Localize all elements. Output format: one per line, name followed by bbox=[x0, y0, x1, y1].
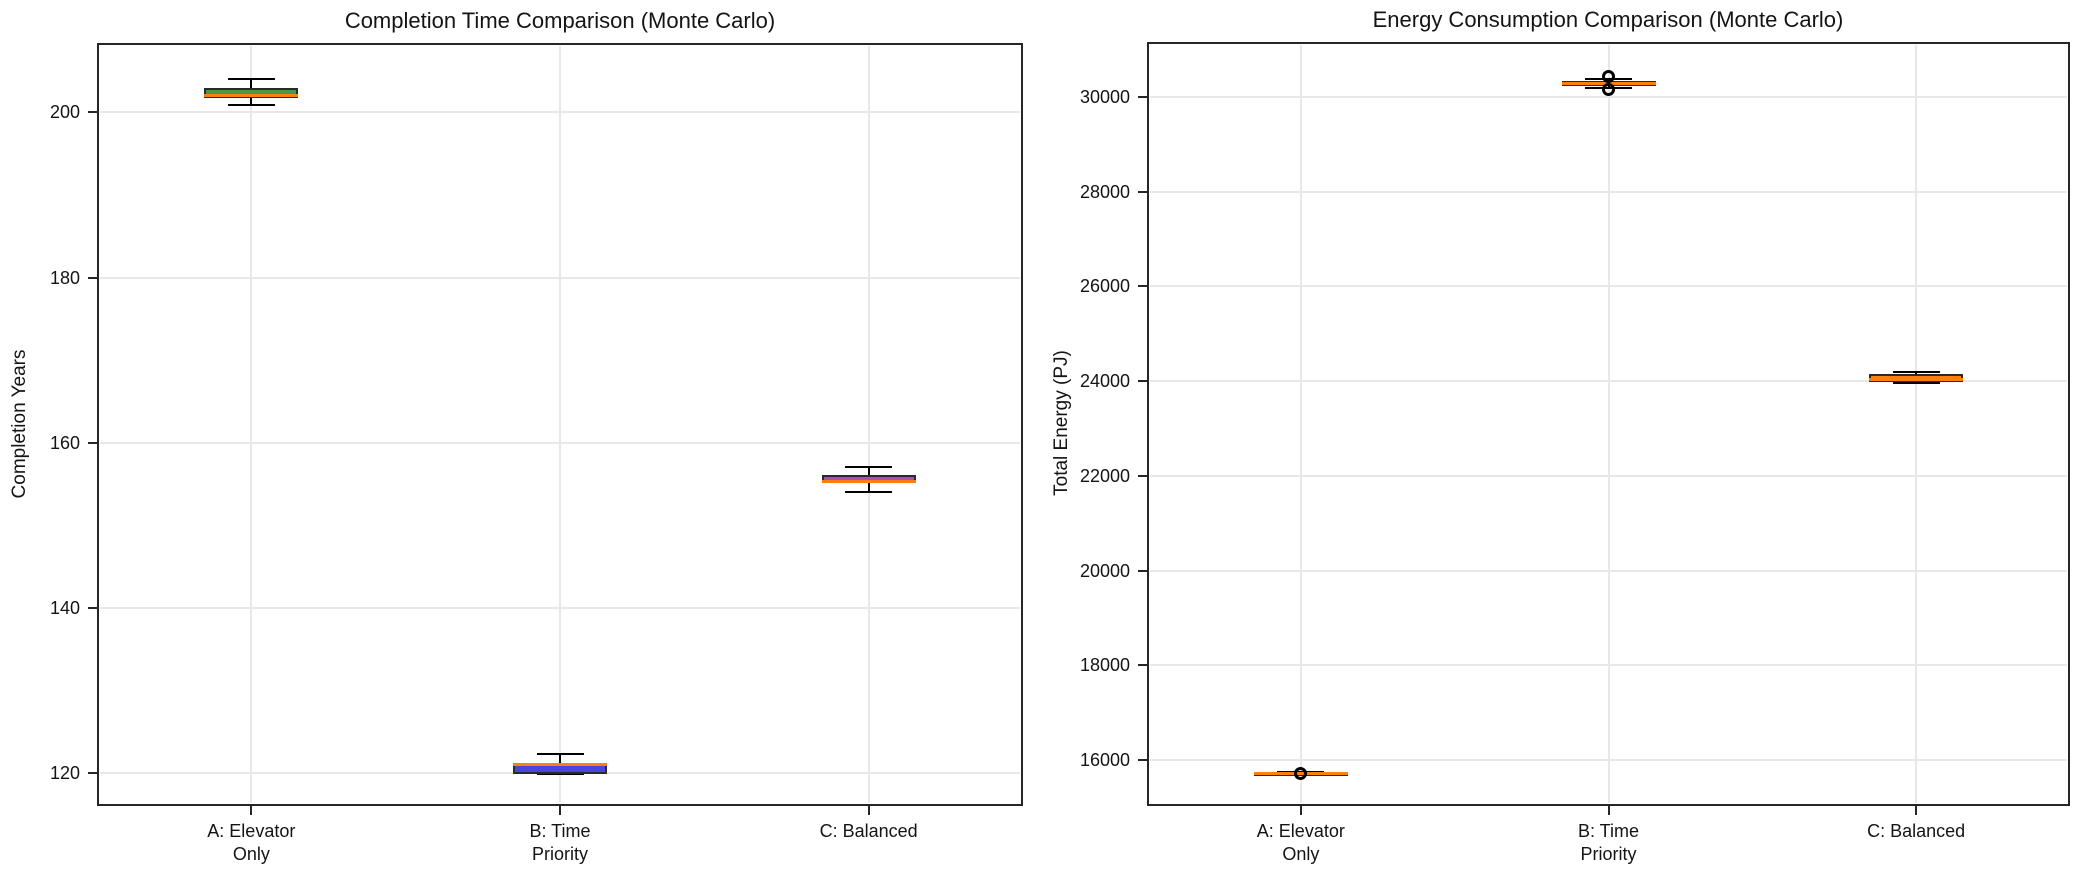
median-line bbox=[821, 479, 916, 483]
gridline-vertical bbox=[1299, 45, 1302, 803]
x-tick-label-line: C: Balanced bbox=[1867, 821, 1966, 841]
whisker-lower bbox=[250, 98, 253, 105]
whisker-cap-lower bbox=[536, 773, 584, 776]
chart-title: Completion Time Comparison (Monte Carlo) bbox=[344, 8, 776, 33]
x-tick-label: A: Elevator Only bbox=[141, 820, 361, 866]
gridline-vertical bbox=[1915, 45, 1918, 803]
y-tick-label: 180 bbox=[49, 267, 80, 288]
whisker-upper bbox=[250, 78, 253, 88]
whisker-cap-upper bbox=[227, 77, 275, 80]
x-tick-label-line: Only bbox=[1282, 844, 1320, 864]
y-tick-label: 200 bbox=[49, 102, 80, 123]
x-tick-label: B: Time Priority bbox=[450, 820, 670, 866]
x-tick-label-line: Priority bbox=[531, 844, 588, 864]
median-line bbox=[513, 762, 607, 766]
whisker-cap-upper bbox=[536, 752, 584, 755]
y-tick-mark bbox=[88, 441, 97, 444]
whisker-cap-upper bbox=[1892, 371, 1940, 374]
y-tick-label: 160 bbox=[49, 432, 80, 453]
whisker-cap-lower bbox=[227, 103, 275, 106]
x-tick-label-line: B: Time bbox=[529, 821, 591, 841]
y-tick-label: 140 bbox=[49, 597, 80, 618]
whisker-upper bbox=[867, 467, 870, 475]
x-tick-label: B: Time Priority bbox=[1499, 820, 1719, 866]
x-tick-label: C: Balanced bbox=[759, 820, 979, 843]
whisker-lower bbox=[867, 483, 870, 493]
y-tick-mark bbox=[88, 606, 97, 609]
x-tick-mark bbox=[1607, 806, 1610, 815]
x-tick-mark bbox=[559, 806, 561, 815]
y-tick-label: 26000 bbox=[1079, 276, 1130, 297]
y-tick-label: 30000 bbox=[1079, 86, 1130, 107]
y-tick-mark bbox=[1138, 285, 1147, 288]
outlier-marker bbox=[1294, 766, 1308, 780]
plot-area bbox=[97, 43, 1023, 806]
x-tick-mark bbox=[1915, 806, 1918, 815]
y-tick-label: 24000 bbox=[1079, 371, 1130, 392]
y-tick-label: 16000 bbox=[1079, 750, 1130, 771]
outlier-marker bbox=[1602, 69, 1615, 83]
y-tick-label: 20000 bbox=[1079, 560, 1130, 581]
whisker-cap-lower bbox=[845, 491, 893, 494]
whisker-cap-lower bbox=[1892, 382, 1940, 385]
median-line bbox=[1869, 377, 1964, 381]
whisker-upper bbox=[1915, 372, 1918, 375]
whisker-upper bbox=[559, 753, 561, 764]
y-tick-mark bbox=[1138, 95, 1147, 98]
x-tick-label-line: B: Time bbox=[1577, 821, 1639, 841]
x-tick-label-line: A: Elevator bbox=[207, 821, 296, 841]
median-line bbox=[204, 94, 299, 98]
y-tick-mark bbox=[1138, 664, 1147, 667]
y-tick-mark bbox=[1138, 190, 1147, 193]
y-tick-mark bbox=[1138, 474, 1147, 477]
gridline-vertical bbox=[867, 46, 870, 803]
x-tick-label: C: Balanced bbox=[1806, 820, 2026, 843]
whisker-cap-upper bbox=[845, 466, 893, 469]
x-tick-mark bbox=[867, 806, 870, 815]
y-tick-label: 120 bbox=[49, 762, 80, 783]
x-tick-label: A: Elevator Only bbox=[1191, 820, 1411, 866]
plot-area bbox=[1147, 42, 2070, 806]
x-tick-label-line: Priority bbox=[1580, 844, 1637, 864]
x-tick-mark bbox=[250, 806, 253, 815]
y-tick-mark bbox=[88, 771, 97, 774]
y-tick-mark bbox=[88, 276, 97, 279]
gridline-vertical bbox=[250, 46, 253, 803]
y-tick-label: 22000 bbox=[1079, 465, 1130, 486]
x-tick-label-line: Only bbox=[232, 844, 270, 864]
y-tick-mark bbox=[1138, 380, 1147, 383]
gridline-vertical bbox=[559, 46, 561, 803]
chart-title: Energy Consumption Comparison (Monte Car… bbox=[1372, 7, 1844, 32]
y-tick-label: 18000 bbox=[1079, 655, 1130, 676]
y-tick-mark bbox=[1138, 759, 1147, 762]
gridline-vertical bbox=[1607, 45, 1610, 803]
y-tick-mark bbox=[1138, 569, 1147, 572]
y-tick-label: 28000 bbox=[1079, 181, 1130, 202]
x-tick-label-line: A: Elevator bbox=[1256, 821, 1345, 841]
x-tick-label-line: C: Balanced bbox=[819, 821, 918, 841]
x-tick-mark bbox=[1299, 806, 1302, 815]
outlier-marker bbox=[1602, 83, 1615, 97]
y-tick-mark bbox=[88, 111, 97, 114]
